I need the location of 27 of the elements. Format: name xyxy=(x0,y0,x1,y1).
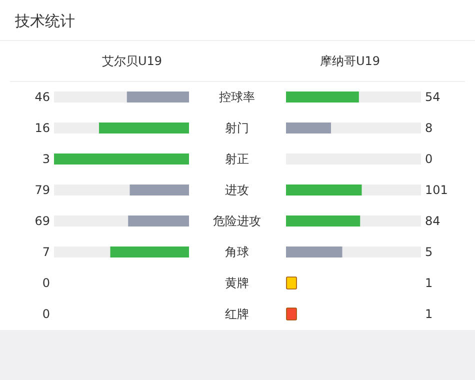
text: 摩纳哥U19 xyxy=(320,54,380,68)
data-label: 8 xyxy=(425,121,433,135)
data-label: 0 xyxy=(425,152,433,166)
data-label: 84 xyxy=(425,214,440,228)
category-label: 红牌 xyxy=(225,307,249,321)
data-label: 16 xyxy=(34,121,50,135)
category-label: 射门 xyxy=(225,121,249,135)
data-label: 5 xyxy=(425,245,433,259)
data-label: 101 xyxy=(425,183,448,197)
data-label: 1 xyxy=(425,307,433,321)
data-label: 3 xyxy=(42,152,50,166)
data-label: 0 xyxy=(42,307,50,321)
data-label: 69 xyxy=(34,214,50,228)
category-label: 角球 xyxy=(225,245,249,259)
category-label: 射正 xyxy=(225,152,249,166)
data-label: 1 xyxy=(425,276,433,290)
data-label: 7 xyxy=(42,245,50,259)
category-label: 进攻 xyxy=(225,183,249,197)
category-label: 黄牌 xyxy=(225,276,249,290)
category-label: 控球率 xyxy=(219,90,255,104)
data-label: 46 xyxy=(34,90,50,104)
text: 技术统计 xyxy=(14,12,75,30)
data-label: 79 xyxy=(34,183,50,197)
text: 艾尔贝U19 xyxy=(102,54,162,68)
category-label: 危险进攻 xyxy=(213,214,261,228)
data-label: 54 xyxy=(425,90,440,104)
data-label: 0 xyxy=(42,276,50,290)
